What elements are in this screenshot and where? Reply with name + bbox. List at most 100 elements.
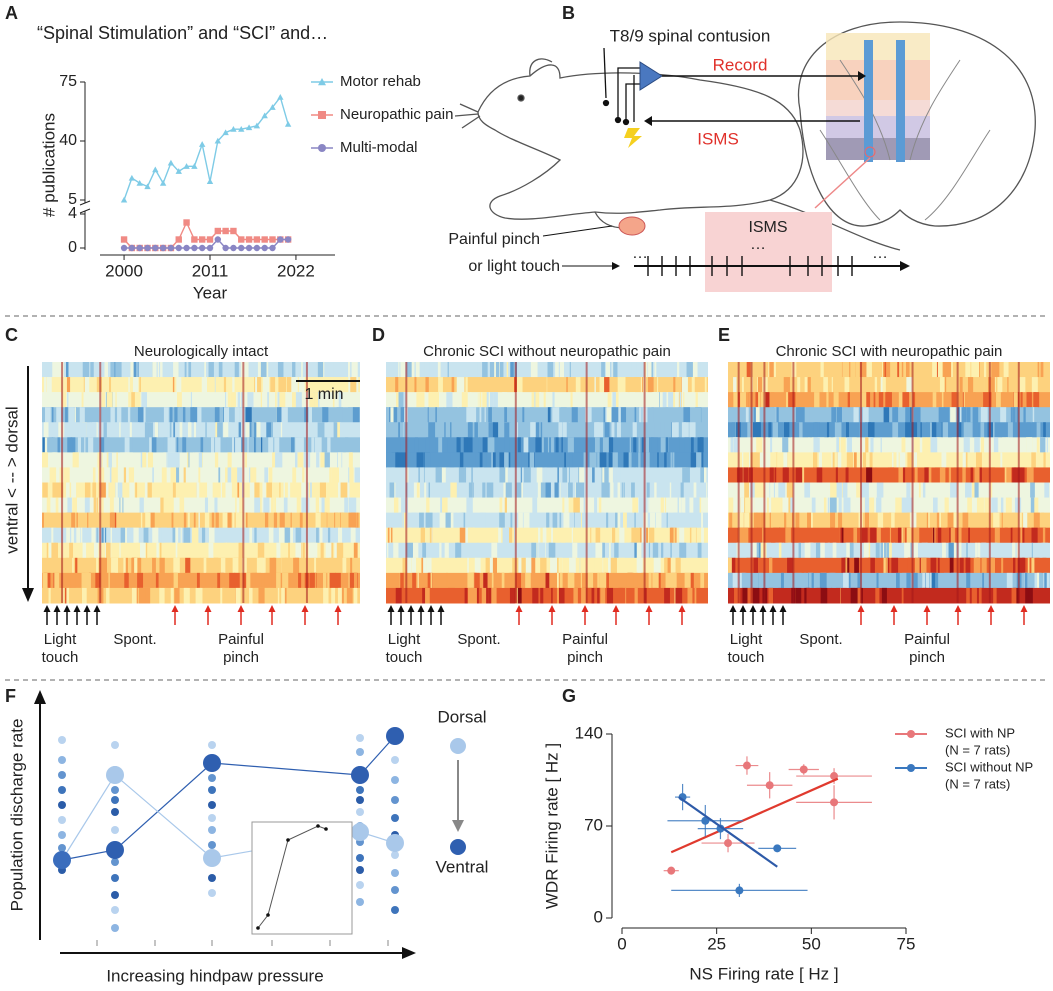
heatmap-cell	[468, 482, 473, 499]
heatmap-cell	[204, 362, 206, 378]
heatmap-streak	[585, 362, 588, 603]
heatmap-cell	[640, 377, 643, 393]
heatmap-streak	[956, 362, 959, 603]
heatmap-cell	[266, 482, 273, 499]
heatmap-cell	[611, 422, 615, 438]
heatmap-cell	[966, 587, 970, 604]
heatmap-cell	[993, 512, 1000, 529]
population-dot	[391, 886, 399, 894]
heatmap-cell	[582, 407, 586, 423]
heatmap-cell	[237, 407, 242, 423]
heatmap-cell	[252, 572, 258, 589]
heatmap-cell	[675, 587, 683, 604]
heatmap-cell	[502, 527, 510, 544]
heatmap-cell	[290, 527, 293, 544]
heatmap-cell	[694, 587, 697, 604]
heatmap-cell	[890, 467, 895, 483]
heatmap-cell	[838, 512, 843, 529]
heatmap-cell	[907, 452, 912, 468]
heatmap-cell	[741, 377, 744, 393]
heatmap-cell	[911, 422, 918, 438]
heatmap-cell	[815, 482, 820, 499]
heatmap-cell	[943, 407, 950, 423]
heatmap-cell	[528, 437, 536, 453]
heatmap-cell	[808, 437, 810, 453]
heatmap-cell	[681, 377, 688, 393]
heatmap-cell	[936, 512, 940, 529]
heatmap-cell	[991, 497, 998, 514]
heatmap-cell	[788, 497, 792, 514]
y-tick-label: 0	[594, 907, 603, 926]
heatmap-cell	[77, 482, 80, 499]
heatmap-cell	[536, 467, 543, 483]
heatmap-cell	[872, 512, 878, 529]
heatmap-cell	[840, 527, 843, 544]
heatmap-cell	[314, 572, 317, 589]
marker	[261, 236, 268, 243]
heatmap-cell	[401, 482, 407, 499]
stim-label: Painful	[904, 631, 950, 648]
heatmap-cell	[518, 392, 522, 408]
heatmap-cell	[932, 527, 935, 544]
heatmap-cell	[804, 542, 812, 559]
heatmap-cell	[43, 422, 49, 438]
heatmap-cell	[215, 512, 219, 529]
heatmap-cell	[1030, 497, 1035, 514]
heatmap-cell	[429, 437, 436, 453]
heatmap-cell	[467, 572, 474, 589]
legend-label: Neuropathic pain	[340, 106, 453, 123]
heatmap-cell	[1031, 527, 1038, 544]
heatmap-cell	[415, 362, 420, 378]
heatmap-cell	[697, 452, 701, 468]
heatmap-cell	[939, 467, 946, 483]
heatmap-cell	[411, 512, 417, 529]
heatmap-cell	[787, 557, 791, 574]
legend-note: (N = 7 rats)	[945, 742, 1010, 757]
heatmap-cell	[491, 377, 498, 393]
heatmap-cell	[834, 422, 842, 438]
heatmap-cell	[651, 587, 658, 604]
heatmap-cell	[176, 377, 182, 393]
heatmap-cell	[322, 572, 327, 589]
heatmap-cell	[898, 467, 903, 483]
heatmap-cell	[559, 572, 563, 589]
heatmap-cell	[813, 437, 820, 453]
heatmap-cell	[570, 512, 576, 529]
heatmap-cell	[897, 527, 902, 544]
heatmap-cell	[398, 377, 401, 393]
heatmap-cell	[317, 362, 324, 378]
heatmap-cell	[450, 362, 458, 378]
heatmap-cell	[494, 392, 497, 408]
heatmap-cell	[109, 497, 114, 514]
heatmap-cell	[1018, 512, 1022, 529]
heatmap-cell	[628, 452, 634, 468]
arrow-head	[548, 605, 556, 612]
heatmap-cell	[90, 572, 95, 589]
heatmap-cell	[770, 437, 773, 453]
heatmap-cell	[1003, 362, 1009, 378]
heatmap-cell	[326, 467, 329, 483]
heatmap-cell	[619, 377, 626, 393]
heatmap-cell	[386, 422, 391, 438]
heatmap-cell	[752, 587, 760, 604]
stim-label: Painful	[562, 631, 608, 648]
heatmap-cell	[218, 362, 222, 378]
heatmap-cell	[836, 587, 841, 604]
heatmap-cell	[606, 512, 609, 529]
heatmap-cell	[794, 422, 801, 438]
heatmap-cell	[620, 512, 626, 529]
heatmap-cell	[783, 377, 790, 393]
heatmap-cell	[756, 542, 759, 559]
heatmap-cell	[437, 512, 440, 529]
heatmap-cell	[411, 542, 419, 559]
heatmap-cell	[743, 467, 749, 483]
heatmap-cell	[668, 392, 674, 408]
panel-label: A	[5, 3, 18, 23]
heatmap-cell	[733, 377, 737, 393]
heatmap-cell	[390, 407, 398, 423]
heatmap-cell	[76, 527, 81, 544]
stimulus-label: Painful pinch	[448, 231, 540, 248]
heatmap-cell	[495, 527, 499, 544]
heatmap-cell	[845, 467, 849, 483]
